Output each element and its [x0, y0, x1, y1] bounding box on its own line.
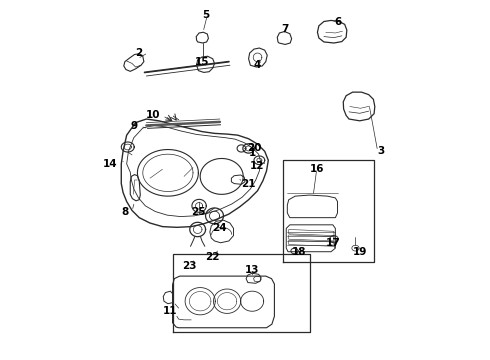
- Text: 25: 25: [191, 207, 206, 217]
- Text: 21: 21: [242, 179, 256, 189]
- Text: 2: 2: [136, 48, 143, 58]
- Text: 14: 14: [103, 159, 118, 169]
- Text: 18: 18: [292, 247, 306, 257]
- Text: 1: 1: [248, 148, 256, 158]
- Text: 16: 16: [310, 164, 324, 174]
- Text: 6: 6: [335, 17, 342, 27]
- Text: 23: 23: [182, 261, 196, 271]
- Text: 12: 12: [250, 161, 265, 171]
- Text: 3: 3: [378, 146, 385, 156]
- Text: 17: 17: [325, 238, 340, 248]
- Text: 7: 7: [281, 24, 288, 35]
- Text: 8: 8: [121, 207, 128, 217]
- Text: 20: 20: [247, 143, 261, 153]
- Text: 13: 13: [245, 265, 259, 275]
- Text: 5: 5: [202, 10, 209, 20]
- Text: 11: 11: [162, 306, 177, 316]
- Text: 15: 15: [195, 57, 209, 67]
- Text: 9: 9: [130, 121, 137, 131]
- Text: 4: 4: [254, 60, 261, 70]
- Text: 10: 10: [146, 111, 161, 121]
- Text: 24: 24: [213, 224, 227, 233]
- Text: 22: 22: [205, 252, 220, 262]
- Text: 19: 19: [353, 247, 367, 257]
